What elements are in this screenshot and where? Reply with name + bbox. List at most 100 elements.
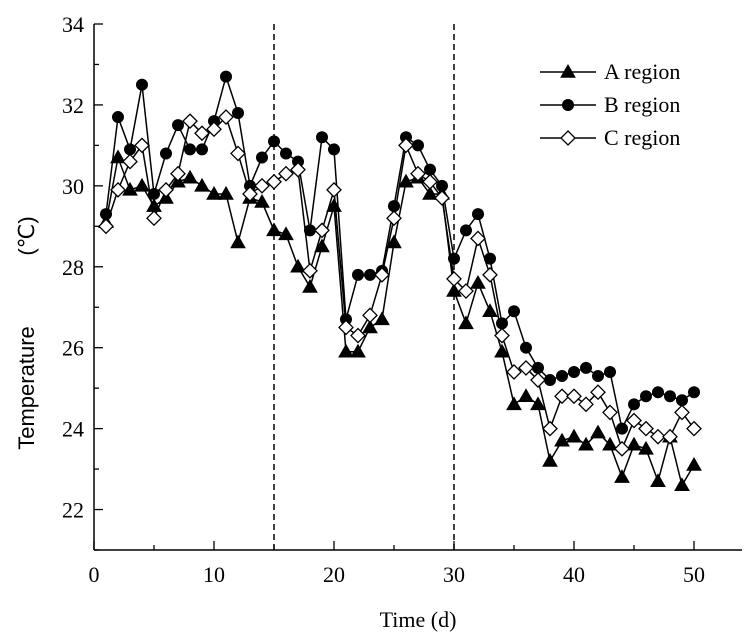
data-point [664,390,676,403]
data-point [650,428,666,445]
data-point [592,370,604,383]
data-point [424,163,436,176]
data-point [290,161,306,178]
data-point [628,398,640,411]
data-point [542,420,558,437]
legend-marker [560,63,576,78]
data-point [314,238,330,253]
data-point [650,473,666,487]
data-point [676,394,688,407]
data-point [290,258,306,273]
y-tick-label: 22 [62,498,84,523]
data-point [580,361,592,374]
legend-item: B region [540,92,680,117]
data-point [460,224,472,237]
data-point [280,147,292,160]
series-line [105,154,695,488]
data-point [242,186,258,202]
data-point [136,78,148,91]
data-point [266,173,282,190]
data-point [482,303,498,318]
data-point [184,143,196,156]
data-point [532,361,544,374]
y-tick-label: 24 [62,417,84,442]
data-point [530,396,546,411]
data-point [496,317,508,330]
legend-marker [562,99,574,111]
data-point [268,135,280,148]
data-point [218,185,234,200]
data-point [400,131,412,144]
data-point [398,137,414,154]
data-point [338,319,354,336]
legend-label: C region [604,125,680,150]
data-point [484,252,496,265]
data-point [304,224,316,237]
data-point [194,177,210,192]
y-axis-ticks: 22 24 26 28 30 32 34 [62,12,103,551]
data-point [254,194,270,208]
data-point [568,365,580,378]
y-axis-label: Temperature [14,326,39,450]
data-point [470,274,486,289]
data-point [604,365,616,378]
data-point [674,404,690,421]
data-point [220,70,232,83]
data-point [398,173,414,188]
data-point [182,169,198,184]
data-point [638,440,654,455]
data-point [686,420,702,437]
data-point [278,226,294,241]
data-point [614,440,630,457]
data-point [362,319,378,334]
legend-label: A region [604,59,680,84]
data-point [160,147,172,160]
data-point [482,266,498,283]
legend-marker [560,130,576,146]
data-point [446,283,462,297]
data-point [182,113,198,130]
data-point [110,149,126,164]
legend-item: A region [540,59,680,84]
series-layer [98,70,702,492]
data-point [134,177,150,192]
data-point [554,432,570,447]
y-tick-label: 26 [62,336,84,361]
data-point [122,153,138,170]
data-point [110,181,126,198]
data-point [590,424,606,439]
data-point [386,210,402,227]
data-point [494,327,510,344]
data-point [518,388,534,402]
data-point [232,107,244,120]
data-point [652,386,664,399]
data-point [566,388,582,405]
data-point [410,165,426,182]
data-point [602,436,618,451]
series-b [100,70,700,435]
data-point [542,452,558,467]
legend: A region B region C region [540,59,680,150]
x-tick-label: 50 [683,562,705,587]
data-point [170,165,186,182]
data-point [256,151,268,164]
data-point [314,222,330,239]
data-point [146,210,162,227]
data-point [254,177,270,194]
data-point [302,278,318,293]
x-tick-label: 40 [563,562,585,587]
data-point [626,412,642,429]
data-point [292,155,304,168]
y-tick-label: 32 [62,93,84,118]
data-point [458,283,474,299]
data-point [506,396,522,411]
data-point [434,190,450,206]
data-point [494,343,510,358]
data-point [362,307,378,324]
data-point [374,311,390,326]
x-tick-label: 20 [323,562,345,587]
data-point [196,143,208,156]
data-point [412,139,424,152]
data-point [602,404,618,421]
